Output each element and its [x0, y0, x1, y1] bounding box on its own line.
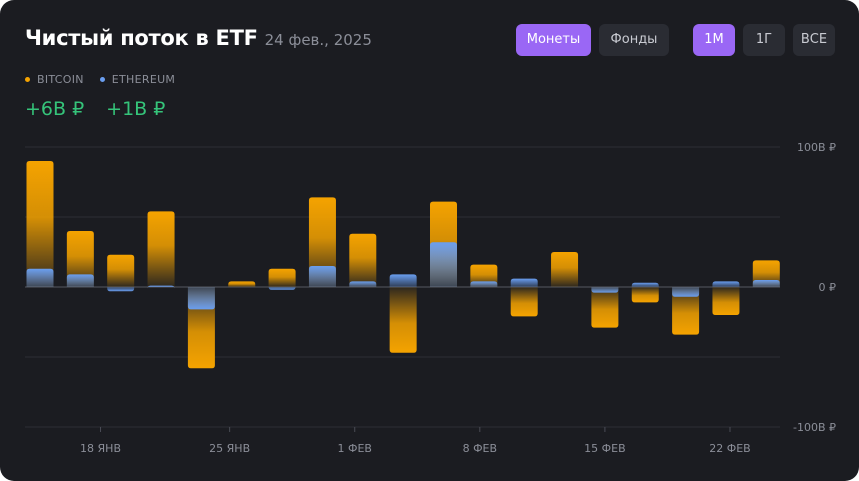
x-axis-ticks: 18 ЯНВ 25 ЯНВ 1 ФЕВ 8 ФЕВ 15 ФЕВ 22 ФЕВ	[80, 427, 751, 455]
bitcoin-bar-17	[712, 287, 740, 315]
ethereum-bar-18	[752, 280, 780, 287]
ethereum-bar-17	[712, 281, 740, 287]
ethereum-bar-6	[268, 286, 296, 290]
totals: +6B ₽ +1B ₽	[25, 98, 165, 120]
ethereum-bar-8	[349, 281, 377, 287]
ethereum-bar-7	[308, 266, 336, 287]
legend-item-bitcoin: BITCOIN	[25, 73, 84, 86]
bitcoin-bar-7	[308, 197, 336, 287]
ethereum-bar-4	[187, 287, 215, 310]
ethereum-bar-0	[26, 268, 54, 287]
bitcoin-bar-3	[147, 211, 175, 287]
y-tick-label-0: 100B ₽	[797, 141, 836, 154]
bitcoin-total: +6B ₽	[25, 98, 85, 120]
bitcoin-dot-icon	[25, 77, 30, 82]
x-tick-label-1: 25 ЯНВ	[209, 442, 250, 455]
range-1y-button[interactable]: 1Г	[743, 24, 785, 56]
bitcoin-bar-16	[672, 287, 700, 335]
range-1m-button[interactable]: 1М	[693, 24, 735, 56]
range-all-button[interactable]: ВСЕ	[793, 24, 835, 56]
y-tick-label-1: 0 ₽	[819, 281, 837, 294]
bitcoin-bar-2	[107, 254, 135, 287]
bitcoin-series	[26, 161, 780, 369]
legend-label-ethereum: ETHEREUM	[111, 73, 176, 86]
x-tick-label-2: 1 ФЕВ	[337, 442, 371, 455]
page-title: Чистый поток в ETF	[25, 26, 258, 50]
y-tick-label-2: -100B ₽	[793, 421, 836, 434]
ethereum-bar-1	[66, 274, 94, 287]
ethereum-bar-12	[510, 278, 538, 287]
ethereum-series	[26, 242, 780, 310]
chart-legend: BITCOIN ETHEREUM	[25, 73, 175, 86]
ethereum-bar-2	[107, 287, 135, 292]
bitcoin-bar-14	[591, 287, 619, 328]
ethereum-dot-icon	[99, 77, 105, 82]
date-label: 24 фев., 2025	[264, 31, 372, 49]
bitcoin-bar-15	[631, 287, 659, 303]
bitcoin-bar-8	[349, 233, 377, 287]
legend-label-bitcoin: BITCOIN	[37, 73, 84, 86]
y-axis-ticks: 100B ₽ 0 ₽ -100B ₽	[793, 141, 836, 434]
ethereum-bar-11	[470, 281, 498, 287]
legend-item-ethereum: ETHEREUM	[99, 73, 176, 86]
ethereum-bar-16	[672, 287, 700, 297]
funds-toggle-button[interactable]: Фонды	[599, 24, 669, 56]
bitcoin-bar-1	[66, 231, 94, 287]
x-tick-label-4: 15 ФЕВ	[584, 442, 625, 455]
ethereum-bar-9	[389, 274, 417, 287]
ethereum-bar-14	[591, 287, 619, 293]
x-tick-label-3: 8 ФЕВ	[463, 442, 497, 455]
ethereum-total: +1B ₽	[106, 98, 166, 120]
bitcoin-bar-9	[389, 287, 417, 353]
bitcoin-bar-6	[268, 268, 296, 287]
coins-toggle-button[interactable]: Монеты	[516, 24, 591, 56]
bitcoin-bar-0	[26, 161, 54, 287]
ethereum-bar-15	[631, 282, 659, 287]
ethereum-bar-3	[147, 285, 175, 289]
bitcoin-bar-13	[551, 252, 579, 287]
x-tick-label-0: 18 ЯНВ	[80, 442, 121, 455]
bitcoin-bar-12	[510, 287, 538, 317]
x-tick-label-5: 22 ФЕВ	[709, 442, 750, 455]
ethereum-bar-10	[430, 242, 457, 287]
header: Чистый поток в ETF 24 фев., 2025	[25, 26, 372, 50]
bitcoin-bar-5	[228, 281, 256, 287]
